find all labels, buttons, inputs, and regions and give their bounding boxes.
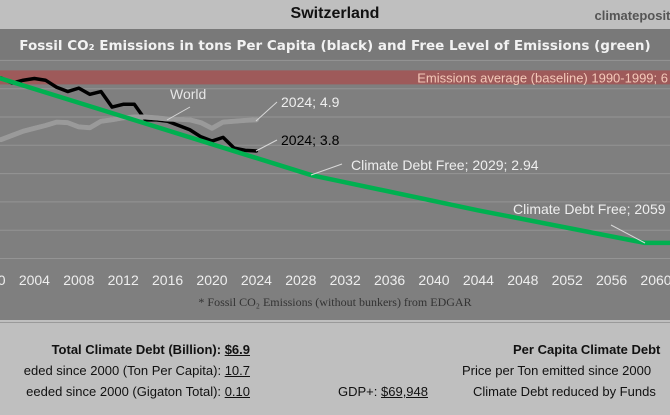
x-tick-label: 2016 — [152, 272, 183, 288]
world-2024-leader — [255, 101, 278, 122]
x-tick-label: 2052 — [552, 272, 583, 288]
free-2059-leader — [610, 224, 646, 244]
debt-reduced-label: Climate Debt reduced by Funds — [473, 384, 656, 399]
exceeded-per-capita-row: eded since 2000 (Ton Per Capita): 10.7 — [24, 363, 250, 378]
total-debt-row: Total Climate Debt (Billion): $6.9 — [52, 342, 250, 357]
footer-summary: Total Climate Debt (Billion): $6.9 eded … — [0, 322, 670, 415]
x-tick-label: 2056 — [596, 272, 627, 288]
gdp-value: $69,948 — [381, 384, 428, 399]
x-tick-label: 2060 — [640, 272, 670, 288]
world-2024-label: 2024; 4.9 — [281, 94, 340, 110]
x-tick-label: 2040 — [418, 272, 449, 288]
total-debt-label: Total Climate Debt (Billion): — [51, 342, 222, 357]
exceeded-total-label: eeded since 2000 (Gigaton Total): — [26, 384, 222, 399]
world-leader — [166, 106, 191, 121]
baseline-band — [0, 70, 670, 85]
x-tick-label: 2048 — [507, 272, 538, 288]
x-tick-label: 2020 — [196, 272, 227, 288]
chart-footnote: * Fossil CO₂ Emissions (without bunkers)… — [198, 295, 471, 309]
x-tick-label: 2012 — [108, 272, 139, 288]
gdp-row: GDP+: $69,948 — [338, 384, 428, 399]
ch-2024-leader — [255, 139, 278, 152]
world-label: World — [170, 86, 206, 102]
exceeded-per-capita-value: 10.7 — [224, 363, 250, 378]
ch-2024-label: 2024; 3.8 — [281, 132, 340, 148]
gdp-label: GDP+: — [338, 384, 378, 399]
page-title: Switzerland — [290, 5, 380, 22]
x-tick-label: 2024 — [241, 272, 272, 288]
exceeded-total-row: eeded since 2000 (Gigaton Total): 0.10 — [26, 384, 250, 399]
exceeded-per-capita-label: eded since 2000 (Ton Per Capita): — [23, 363, 222, 378]
x-tick-label: 2004 — [19, 272, 50, 288]
free-2059-label: Climate Debt Free; 2059 — [513, 201, 666, 217]
free-2029-leader — [310, 163, 343, 176]
exceeded-total-value: 0.10 — [224, 384, 250, 399]
x-tick-label: 2000 — [0, 272, 6, 288]
x-tick-label: 2028 — [285, 272, 316, 288]
free-level-line — [0, 75, 670, 246]
x-tick-label: 2036 — [374, 272, 405, 288]
x-tick-label: 2032 — [330, 272, 361, 288]
chart-title-band — [0, 29, 670, 60]
chart-title: Fossil CO₂ Emissions in tons Per Capita … — [19, 38, 650, 54]
brand-logo: climatepositi — [594, 8, 670, 23]
per-capita-debt-title: Per Capita Climate Debt — [513, 342, 661, 357]
header: Switzerland climatepositi — [0, 0, 670, 29]
price-per-ton-label: Price per Ton emitted since 2000 — [462, 363, 652, 378]
x-tick-label: 2044 — [463, 272, 494, 288]
baseline-label: Emissions average (baseline) 1990-1999; … — [417, 70, 668, 85]
x-tick-label: 2008 — [63, 272, 94, 288]
total-debt-value: $6.9 — [224, 342, 250, 357]
free-2029-label: Climate Debt Free; 2029; 2.94 — [351, 157, 539, 173]
switzerland-emissions-line — [0, 75, 259, 153]
chart-svg: Fossil CO₂ Emissions in tons Per Capita … — [0, 29, 670, 309]
chart: Fossil CO₂ Emissions in tons Per Capita … — [0, 29, 670, 320]
